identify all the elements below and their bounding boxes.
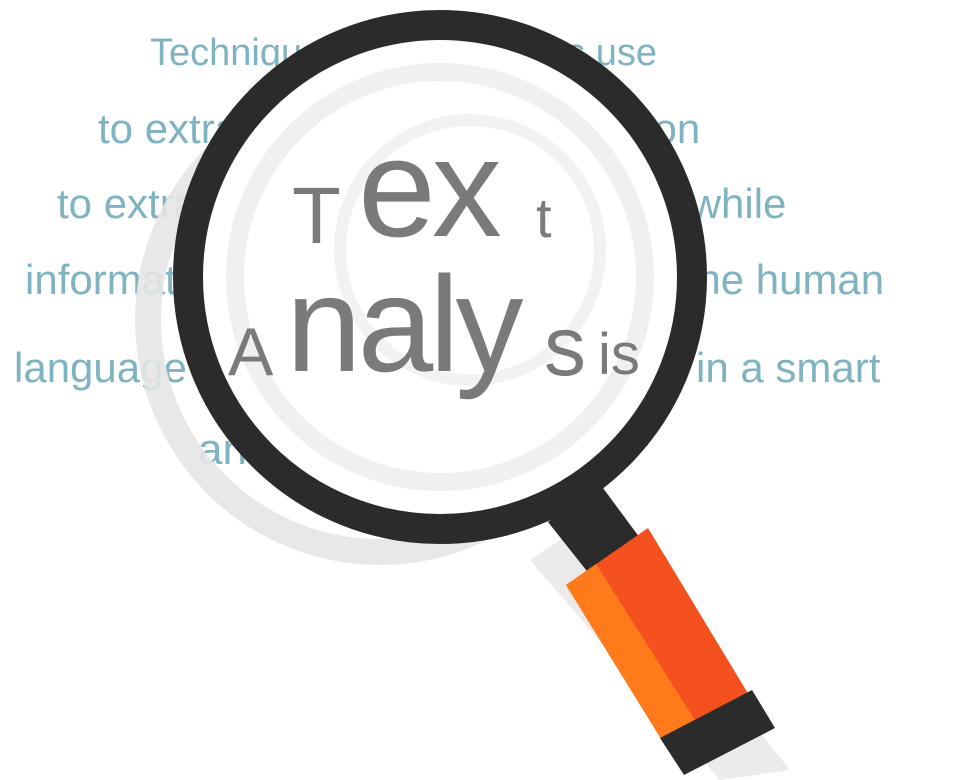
handle-body xyxy=(566,528,752,750)
lens-frame xyxy=(173,10,707,544)
headline-is: is xyxy=(598,322,640,387)
handle-highlight xyxy=(566,564,700,750)
headline-naly: naly xyxy=(286,248,523,400)
headline-s: s xyxy=(544,299,586,393)
headline-t: t xyxy=(536,186,552,249)
headline-T: T xyxy=(292,171,341,260)
lens-reflection xyxy=(226,63,654,491)
handle-cap xyxy=(660,690,775,775)
headline-ex: ex xyxy=(358,109,502,266)
headline-A: A xyxy=(228,314,274,390)
bg-text-line-5-right: in a smart xyxy=(696,344,881,391)
